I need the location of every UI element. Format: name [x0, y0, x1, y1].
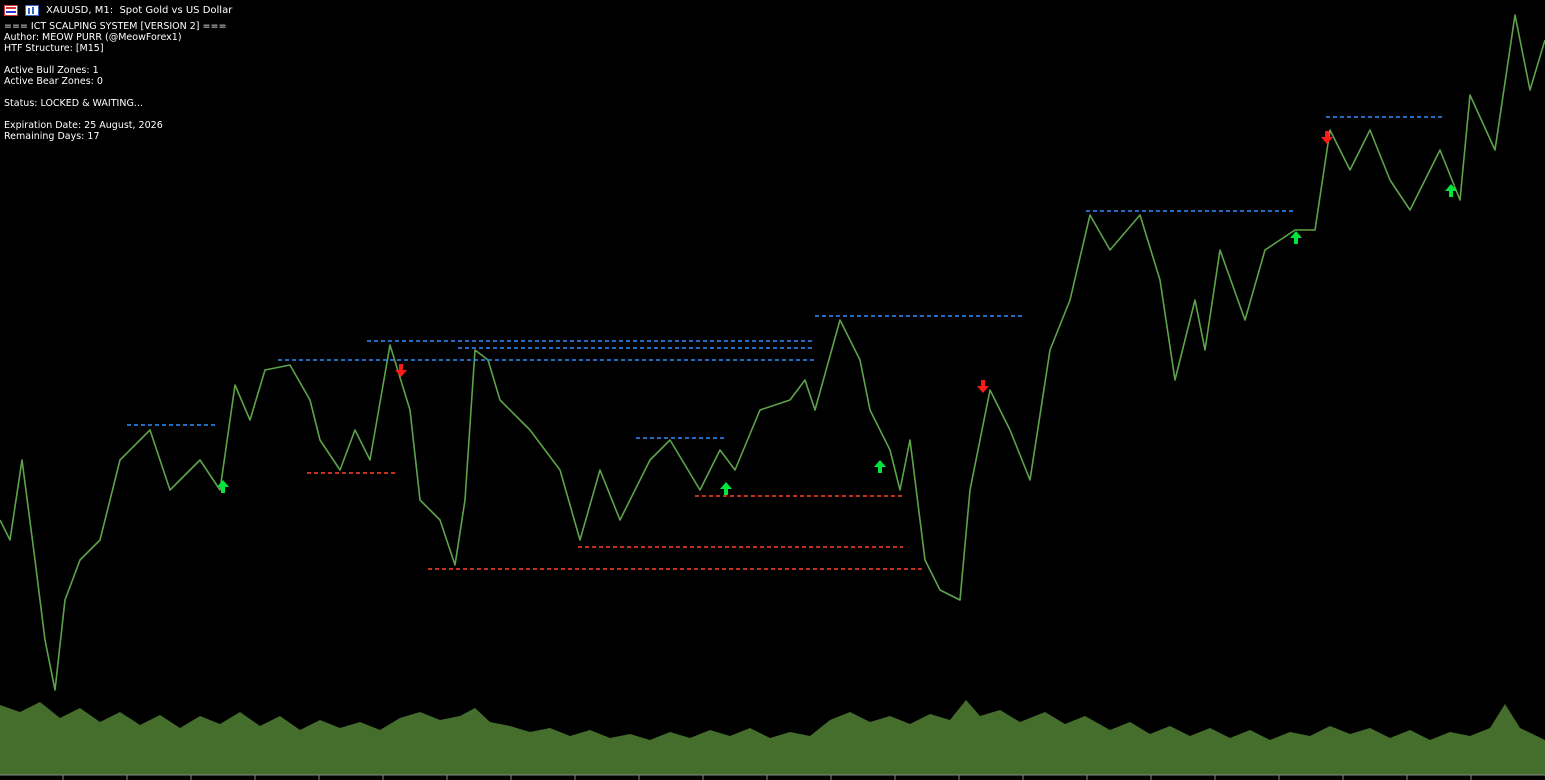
bull-zone-lines — [307, 472, 925, 570]
info-line: Active Bear Zones: 0 — [4, 76, 103, 87]
info-line: Active Bull Zones: 1 — [4, 65, 99, 76]
sell-arrows — [395, 131, 1333, 393]
menu-icon[interactable] — [4, 5, 18, 16]
info-line: HTF Structure: [M15] — [4, 43, 104, 54]
price-line — [0, 14, 1545, 691]
info-line: Author: MEOW PURR (@MeowForex1) — [4, 32, 182, 43]
chart-title: XAUUSD, M1: Spot Gold vs US Dollar — [46, 5, 233, 16]
info-line: Status: LOCKED & WAITING... — [4, 98, 143, 109]
volume — [0, 700, 1545, 775]
chart-icon[interactable] — [25, 5, 39, 16]
buy-arrows — [217, 184, 1457, 495]
info-line: Remaining Days: 17 — [4, 131, 100, 142]
time-axis-ticks — [62, 775, 1472, 780]
bear-zone-lines — [127, 116, 1442, 439]
info-line: Expiration Date: 25 August, 2026 — [4, 120, 163, 131]
info-line: === ICT SCALPING SYSTEM [VERSION 2] === — [4, 21, 227, 32]
